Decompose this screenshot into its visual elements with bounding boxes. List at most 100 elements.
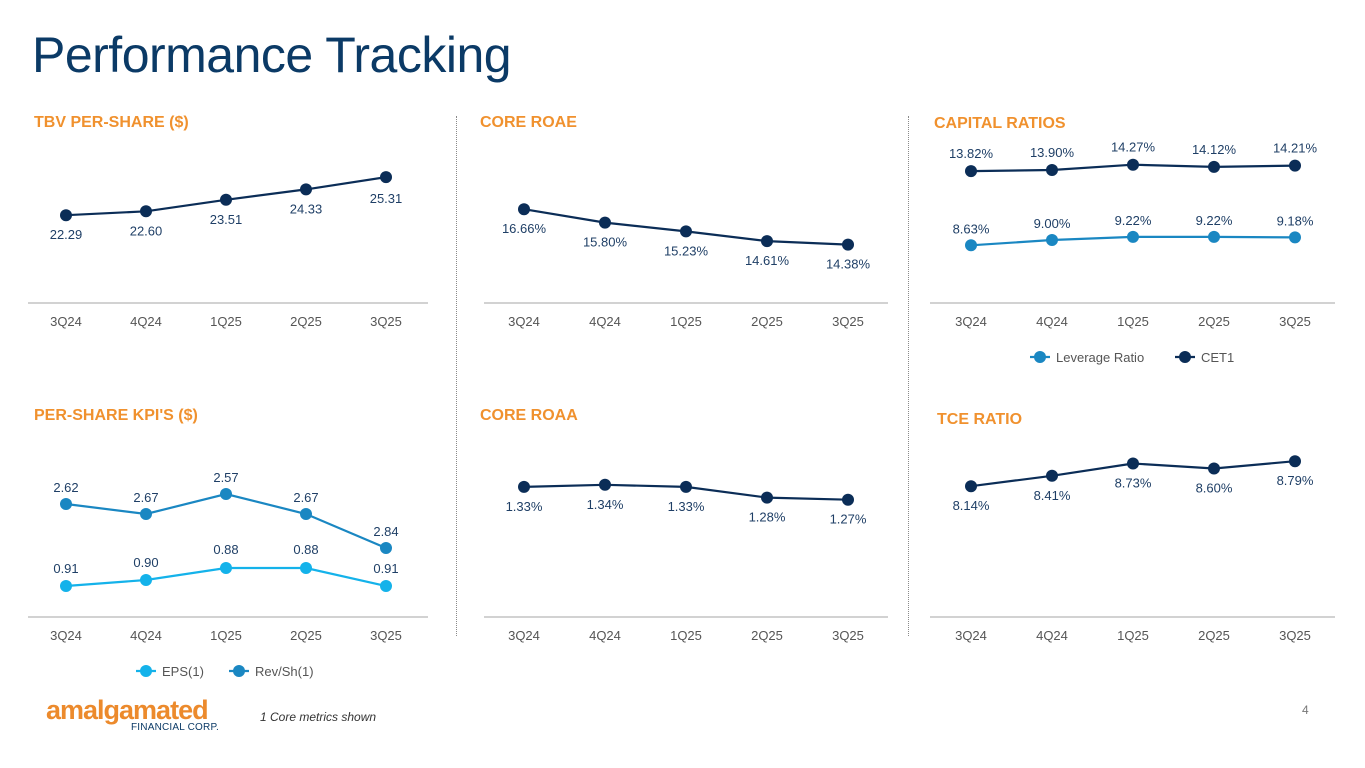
kpi-data-point	[300, 562, 312, 574]
column-divider-right	[908, 116, 909, 636]
tce-data-label: 8.60%	[1196, 481, 1233, 496]
kpi-legend-swatch-marker	[140, 665, 152, 677]
roaa-data-point	[761, 491, 773, 504]
tbv-chart-title: TBV PER-SHARE ($)	[34, 114, 189, 131]
roaa-data-point	[680, 480, 692, 493]
capital-data-label: 14.27%	[1111, 140, 1156, 155]
roae-data-point	[599, 216, 611, 229]
roaa-tick-label: 4Q24	[589, 628, 621, 643]
roae-data-point	[761, 235, 773, 248]
tbv-data-label: 25.31	[370, 191, 403, 206]
page-title: Performance Tracking	[32, 27, 512, 83]
kpi-data-label: 0.90	[133, 555, 158, 570]
roaa-data-point	[842, 493, 854, 506]
roae-tick-label: 3Q25	[832, 314, 864, 329]
kpi-data-label: 0.88	[213, 542, 238, 557]
roaa-tick-label: 1Q25	[670, 628, 702, 643]
capital-legend-label: CET1	[1201, 350, 1234, 365]
tbv-tick-label: 3Q25	[370, 314, 402, 329]
kpi-data-point	[140, 508, 152, 520]
capital-data-point	[1289, 231, 1301, 244]
logo-subtitle: FINANCIAL CORP.	[131, 722, 220, 733]
kpi-data-point	[140, 574, 152, 586]
capital-data-point	[1289, 159, 1301, 172]
capital-data-point	[965, 165, 977, 178]
roaa-tick-label: 3Q25	[832, 628, 864, 643]
kpi-tick-label: 4Q24	[130, 628, 162, 643]
capital-data-point	[1127, 158, 1139, 171]
tbv-data-label: 23.51	[210, 212, 243, 227]
roaa-data-label: 1.34%	[587, 497, 624, 512]
capital-data-label: 14.21%	[1273, 141, 1318, 156]
tce-chart-title: TCE RATIO	[937, 411, 1023, 428]
roae-data-point	[680, 225, 692, 238]
roaa-data-label: 1.33%	[506, 499, 543, 514]
footnote: 1 Core metrics shown	[260, 710, 377, 724]
capital-data-label: 9.22%	[1196, 213, 1233, 228]
roae-tick-label: 1Q25	[670, 314, 702, 329]
tce-tick-label: 1Q25	[1117, 628, 1149, 643]
capital-tick-label: 3Q25	[1279, 314, 1311, 329]
tce-data-label: 8.41%	[1034, 488, 1071, 503]
roae-data-point	[842, 238, 854, 251]
tbv-data-label: 22.29	[50, 227, 83, 242]
roaa-chart-title: CORE ROAA	[480, 407, 578, 424]
roae-tick-label: 2Q25	[751, 314, 783, 329]
roaa-tick-label: 2Q25	[751, 628, 783, 643]
capital-data-point	[1046, 234, 1058, 246]
column-divider-left	[456, 116, 457, 636]
roae-tick-label: 3Q24	[508, 314, 540, 329]
kpi-data-label: 2.57	[213, 470, 238, 485]
tbv-tick-label: 3Q24	[50, 314, 82, 329]
tce-data-point	[1208, 462, 1220, 475]
kpi-series-line	[65, 492, 387, 550]
capital-data-point	[1208, 230, 1220, 243]
tce-data-label: 8.73%	[1115, 476, 1152, 491]
kpi-data-point	[220, 488, 232, 500]
capital-tick-label: 4Q24	[1036, 314, 1068, 329]
roae-data-label: 16.66%	[502, 221, 547, 236]
roaa-data-label: 1.28%	[749, 510, 786, 525]
capital-legend-label: Leverage Ratio	[1056, 350, 1144, 365]
kpi-tick-label: 3Q25	[370, 628, 402, 643]
kpi-data-point	[380, 580, 392, 592]
kpi-data-point	[60, 580, 72, 592]
roae-data-label: 15.23%	[664, 243, 709, 258]
tce-data-point	[965, 480, 977, 493]
kpi-data-point	[220, 562, 232, 574]
roaa-tick-label: 3Q24	[508, 628, 540, 643]
capital-tick-label: 2Q25	[1198, 314, 1230, 329]
kpi-data-label: 0.91	[373, 561, 398, 576]
tbv-data-label: 24.33	[290, 201, 323, 216]
tce-data-label: 8.79%	[1277, 473, 1314, 488]
kpi-tick-label: 2Q25	[290, 628, 322, 643]
capital-chart-title: CAPITAL RATIOS	[934, 115, 1066, 132]
tce-tick-label: 3Q24	[955, 628, 987, 643]
tbv-data-point	[300, 183, 312, 196]
tbv-tick-label: 4Q24	[130, 314, 162, 329]
tce-tick-label: 4Q24	[1036, 628, 1068, 643]
capital-tick-label: 1Q25	[1117, 314, 1149, 329]
roae-data-label: 14.61%	[745, 253, 790, 268]
capital-tick-label: 3Q24	[955, 314, 987, 329]
roae-tick-label: 4Q24	[589, 314, 621, 329]
capital-legend-swatch-marker	[1034, 351, 1046, 363]
kpi-data-point	[300, 508, 312, 520]
kpi-legend-label: EPS(1)	[162, 664, 204, 679]
tbv-tick-label: 2Q25	[290, 314, 322, 329]
company-logo: amalgamated FINANCIAL CORP.	[46, 695, 219, 733]
capital-data-point	[1046, 164, 1058, 176]
tce-tick-label: 3Q25	[1279, 628, 1311, 643]
tbv-data-point	[220, 193, 232, 206]
kpi-legend-label: Rev/Sh(1)	[255, 664, 314, 679]
roae-data-point	[518, 203, 530, 216]
logo-wordmark: amalgamated	[46, 695, 209, 725]
kpi-data-label: 2.62	[53, 480, 78, 495]
capital-data-point	[1208, 160, 1220, 173]
capital-data-label: 9.00%	[1034, 216, 1071, 231]
kpi-data-point	[60, 498, 72, 510]
tce-data-point	[1046, 469, 1058, 482]
kpi-data-label: 2.67	[133, 490, 158, 505]
capital-data-label: 14.12%	[1192, 142, 1237, 157]
